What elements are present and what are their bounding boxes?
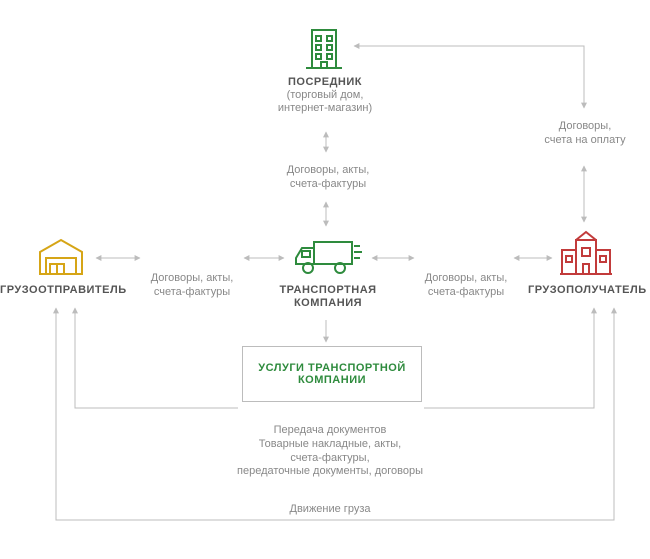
- consignee-title: ГРУЗОПОЛУЧАТЕЛЬ: [528, 284, 646, 297]
- edge-shipper-carrier: Договоры, акты, счета-фактуры: [142, 272, 242, 300]
- intermediary-title: ПОСРЕДНИК: [250, 76, 400, 89]
- shipper-label: ГРУЗООТПРАВИТЕЛЬ: [0, 284, 124, 297]
- services-box: УСЛУГИ ТРАНСПОРТНОЙ КОМПАНИИ: [242, 346, 422, 402]
- intermediary-sub1: (торговый дом,: [250, 89, 400, 102]
- warehouse-icon: [36, 236, 86, 278]
- carrier-title-l1: ТРАНСПОРТНАЯ: [268, 284, 388, 297]
- edge-intermediary-carrier: Договоры, акты, счета-фактуры: [268, 164, 388, 192]
- edge-docs-transfer: Передача документов Товарные накладные, …: [218, 424, 442, 479]
- shipper-title: ГРУЗООТПРАВИТЕЛЬ: [0, 284, 124, 297]
- edge-cargo-flow: Движение груза: [260, 503, 400, 517]
- consignee-label: ГРУЗОПОЛУЧАТЕЛЬ: [528, 284, 646, 297]
- edge-carrier-consignee: Договоры, акты, счета-фактуры: [416, 272, 516, 300]
- edge-intermediary-consignee: Договоры, счета на оплату: [526, 120, 644, 148]
- building-icon: [300, 24, 348, 72]
- services-title-l2: КОМПАНИИ: [243, 374, 421, 386]
- civic-building-icon: [558, 228, 614, 278]
- carrier-label: ТРАНСПОРТНАЯ КОМПАНИЯ: [268, 284, 388, 310]
- truck-icon: [292, 234, 364, 278]
- intermediary-sub2: интернет-магазин): [250, 102, 400, 115]
- services-title-l1: УСЛУГИ ТРАНСПОРТНОЙ: [243, 362, 421, 374]
- intermediary-label: ПОСРЕДНИК (торговый дом, интернет-магази…: [250, 76, 400, 116]
- carrier-title-l2: КОМПАНИЯ: [268, 297, 388, 310]
